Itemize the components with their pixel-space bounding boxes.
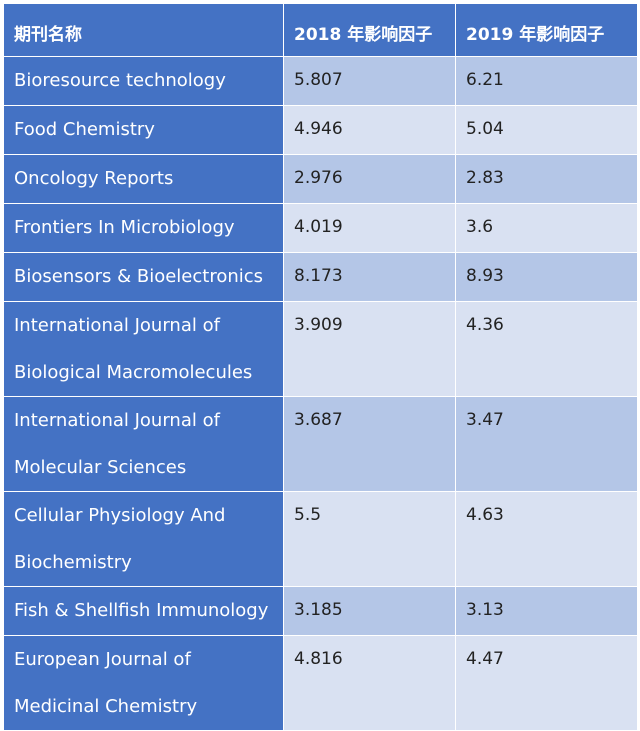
header-row: 期刊名称 2018 年影响因子 2019 年影响因子 [3,3,638,57]
journal-name-cell: European Journal of Medicinal Chemistry [3,635,284,731]
table-body: Bioresource technology 5.807 6.21 Food Chem… [3,56,638,731]
table-row: Oncology Reports 2.976 2.83 [3,154,638,204]
table-row: Cellular Physiology And Biochemistry 5.5 4.… [3,491,638,587]
if-2018-cell: 5.5 [283,491,456,587]
journal-name-line: Bioresource technology [14,70,226,91]
header-if-2018: 2018 年影响因子 [283,3,456,57]
if-2019-cell: 2.83 [455,154,638,204]
journal-name-line: Fish & Shellfish Immunology [14,600,269,621]
journal-name-line: European Journal of [14,649,191,670]
journal-name-line: Cellular Physiology And [14,505,226,526]
if-2019-cell: 3.13 [455,586,638,636]
if-2019-cell: 4.63 [455,491,638,587]
journal-name-line: Biosensors & Bioelectronics [14,266,264,287]
journal-name-cell: Oncology Reports [3,154,284,204]
if-2019-cell: 3.6 [455,203,638,253]
journal-name-line: International Journal of [14,410,220,431]
header-journal-name: 期刊名称 [3,3,284,57]
if-2018-cell: 5.807 [283,56,456,106]
table-row: Biosensors & Bioelectronics 8.173 8.93 [3,252,638,302]
journal-name-cell: Frontiers In Microbiology [3,203,284,253]
journal-name-cell: Bioresource technology [3,56,284,106]
journal-name-line: Oncology Reports [14,168,174,189]
header-if-2019: 2019 年影响因子 [455,3,638,57]
table-row: Fish & Shellfish Immunology 3.185 3.13 [3,586,638,636]
table-row: Bioresource technology 5.807 6.21 [3,56,638,106]
if-2018-cell: 3.185 [283,586,456,636]
if-2018-cell: 8.173 [283,252,456,302]
journal-name-cell: International Journal of Biological Macro… [3,301,284,397]
if-2019-cell: 4.47 [455,635,638,731]
table-row: Frontiers In Microbiology 4.019 3.6 [3,203,638,253]
if-2018-cell: 4.019 [283,203,456,253]
table-row: Food Chemistry 4.946 5.04 [3,105,638,155]
journal-name-cell: Biosensors & Bioelectronics [3,252,284,302]
table-header: 期刊名称 2018 年影响因子 2019 年影响因子 [3,3,638,57]
journal-name-line: Biological Macromolecules [14,362,253,383]
if-2019-cell: 8.93 [455,252,638,302]
journal-name-line: Frontiers In Microbiology [14,217,235,238]
journal-name-cell: International Journal of Molecular Scienc… [3,396,284,492]
table-row: European Journal of Medicinal Chemistry 4.… [3,635,638,731]
journal-name-cell: Cellular Physiology And Biochemistry [3,491,284,587]
if-2018-cell: 3.687 [283,396,456,492]
journal-name-line: Biochemistry [14,552,132,573]
impact-factor-table-container: 期刊名称 2018 年影响因子 2019 年影响因子 Bioresource t… [3,3,638,731]
impact-factor-table: 期刊名称 2018 年影响因子 2019 年影响因子 Bioresource t… [3,3,638,731]
journal-name-cell: Fish & Shellfish Immunology [3,586,284,636]
table-row: International Journal of Biological Macro… [3,301,638,397]
if-2018-cell: 4.816 [283,635,456,731]
if-2018-cell: 2.976 [283,154,456,204]
journal-name-cell: Food Chemistry [3,105,284,155]
if-2019-cell: 6.21 [455,56,638,106]
journal-name-line: International Journal of [14,315,220,336]
journal-name-line: Food Chemistry [14,119,155,140]
if-2019-cell: 5.04 [455,105,638,155]
if-2019-cell: 4.36 [455,301,638,397]
table-row: International Journal of Molecular Scienc… [3,396,638,492]
if-2018-cell: 4.946 [283,105,456,155]
journal-name-line: Medicinal Chemistry [14,696,198,717]
journal-name-line: Molecular Sciences [14,457,187,478]
if-2018-cell: 3.909 [283,301,456,397]
if-2019-cell: 3.47 [455,396,638,492]
